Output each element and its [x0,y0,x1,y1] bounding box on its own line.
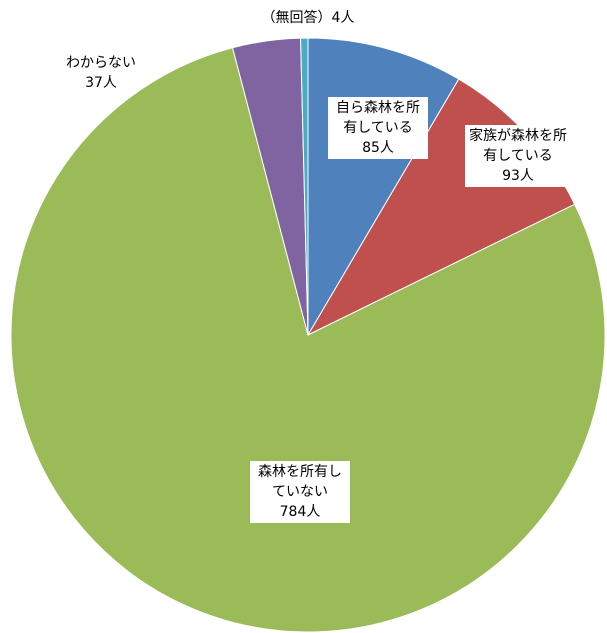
value-label: 4人 [331,10,355,26]
data-label: 家族が森林を所有している 93人 [465,125,571,187]
category-label: わからない [66,55,136,71]
category-label: 森林を所有していない [258,464,342,500]
value-label: 93人 [502,168,534,184]
data-label: 森林を所有していない 784人 [250,461,350,523]
pie-slice [10,47,606,633]
pie-slice [300,37,309,336]
data-label: 自ら森林を所有している 85人 [328,97,428,159]
value-label: 784人 [279,504,321,520]
data-label: わからない 37人 [56,53,146,93]
category-label: 家族が森林を所有している [469,128,567,164]
value-label: 85人 [362,140,394,156]
category-label: （無回答） [261,10,332,26]
data-label: （無回答）4人 [228,8,388,28]
category-label: 自ら森林を所有している [336,100,420,136]
value-label: 37人 [85,75,117,91]
